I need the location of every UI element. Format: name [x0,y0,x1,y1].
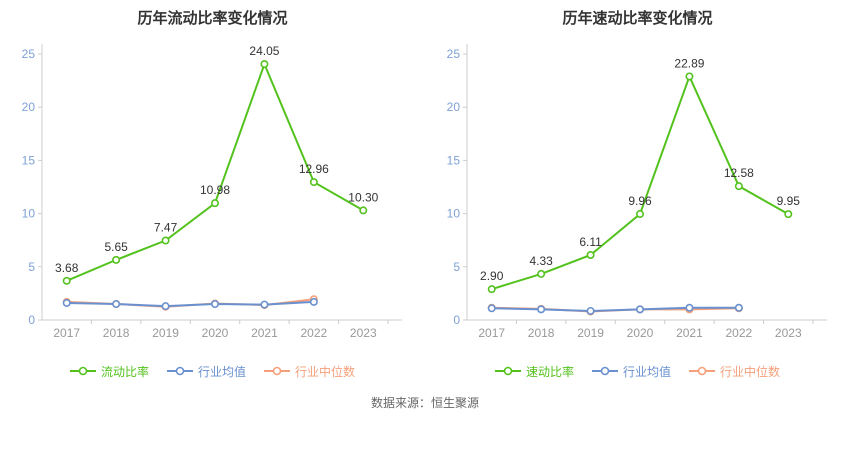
svg-text:5.65: 5.65 [104,240,128,254]
svg-text:2021: 2021 [676,326,703,340]
svg-text:2022: 2022 [726,326,753,340]
svg-text:0: 0 [453,313,460,327]
svg-text:2022: 2022 [301,326,328,340]
legend-label: 行业中位数 [720,364,781,379]
svg-text:2021: 2021 [251,326,278,340]
svg-text:2023: 2023 [350,326,377,340]
svg-text:2018: 2018 [528,326,555,340]
svg-text:5: 5 [28,260,35,274]
svg-text:6.11: 6.11 [579,235,602,249]
svg-text:25: 25 [447,47,461,61]
svg-text:10.98: 10.98 [200,183,230,197]
line-series-icon [591,366,618,376]
data-source-note: 数据来源：恒生聚源 [370,396,479,410]
line-series-icon [166,366,193,376]
legend-item-industry-median[interactable]: 行业中位数 [264,363,355,380]
charts-row: 历年流动比率变化情况 0 5 10 15 20 25 2017 2018 2019 2020 202… [0,0,850,386]
svg-text:24.05: 24.05 [249,44,279,58]
chart-title: 历年流动比率变化情况 [137,10,288,27]
svg-text:20: 20 [447,100,461,114]
legend-label: 行业均值 [197,364,246,379]
line-chart: 0 5 10 15 20 25 2017 2018 2019 2020 2021 2022 2023 3.… [22,44,402,340]
svg-text:2019: 2019 [152,326,179,340]
svg-text:22.89: 22.89 [674,56,704,70]
legend-item-industry-mean[interactable]: 行业均值 [166,363,246,380]
chart-legend: 速动比率 行业均值 行业中位数 [425,356,850,386]
svg-text:10: 10 [447,207,461,221]
line-series-icon [689,366,715,376]
svg-text:2020: 2020 [627,326,654,340]
quick-ratio-chart: 历年速动比率变化情况 0 5 10 15 20 25 2017 2018 2019 2020 202… [425,0,850,386]
svg-text:9.96: 9.96 [628,194,652,208]
line-chart: 0 5 10 15 20 25 2017 2018 2019 2020 2021 2022 2023 2.… [447,44,827,340]
current-ratio-chart: 历年流动比率变化情况 0 5 10 15 20 25 2017 2018 2019 2020 202… [0,0,425,386]
line-series-icon [69,366,96,376]
svg-text:12.96: 12.96 [299,162,329,176]
svg-text:2023: 2023 [775,326,802,340]
svg-text:2017: 2017 [53,326,80,340]
svg-text:5: 5 [453,260,460,274]
svg-text:15: 15 [22,153,36,167]
svg-text:2020: 2020 [202,326,229,340]
svg-text:10.30: 10.30 [348,190,378,204]
svg-text:25: 25 [22,47,36,61]
svg-text:10: 10 [22,207,36,221]
legend-item-current-ratio[interactable]: 流动比率 [69,363,149,380]
legend-label: 行业均值 [622,364,671,379]
svg-text:0: 0 [28,313,35,327]
svg-text:9.95: 9.95 [777,194,801,208]
legend-label: 行业中位数 [295,364,356,379]
svg-text:2.90: 2.90 [480,269,504,283]
legend-item-industry-median[interactable]: 行业中位数 [689,363,780,380]
svg-text:2018: 2018 [103,326,130,340]
legend-item-quick-ratio[interactable]: 速动比率 [494,363,574,380]
line-series-icon [494,366,521,376]
legend-label: 流动比率 [100,364,149,379]
svg-text:2017: 2017 [478,326,505,340]
legend-label: 速动比率 [525,364,574,379]
svg-text:20: 20 [22,100,36,114]
svg-text:12.58: 12.58 [724,166,754,180]
svg-text:4.33: 4.33 [529,254,553,268]
chart-title: 历年速动比率变化情况 [562,10,713,27]
svg-text:2019: 2019 [577,326,604,340]
legend-item-industry-mean[interactable]: 行业均值 [591,363,671,380]
svg-text:7.47: 7.47 [154,221,178,235]
svg-text:15: 15 [447,153,461,167]
chart-legend: 流动比率 行业均值 行业中位数 [0,356,425,386]
line-series-icon [264,366,290,376]
svg-text:3.68: 3.68 [55,261,79,275]
